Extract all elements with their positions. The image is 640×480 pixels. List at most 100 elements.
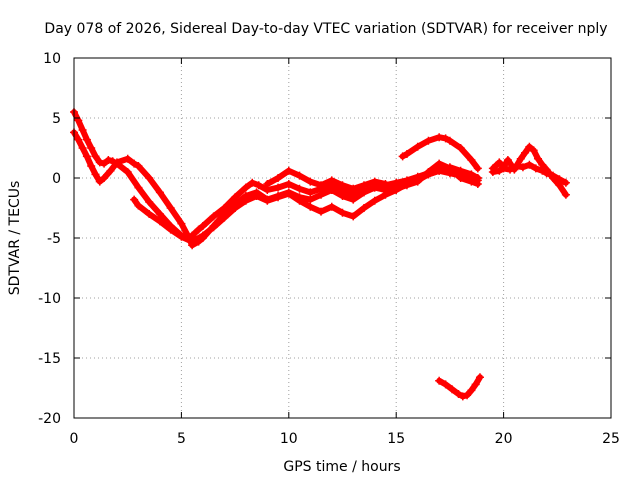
- data-point: [155, 210, 164, 218]
- data-point: [445, 164, 454, 173]
- data-point: [241, 183, 250, 192]
- data-point: [263, 180, 272, 188]
- data-point: [91, 170, 100, 179]
- data-point: [306, 202, 315, 211]
- data-point: [317, 181, 326, 190]
- data-point: [370, 196, 379, 205]
- data-point: [220, 213, 229, 222]
- data-point: [177, 232, 186, 241]
- data-point: [145, 210, 154, 218]
- data-point: [145, 174, 154, 182]
- data-point: [413, 177, 422, 186]
- data-point: [471, 380, 480, 389]
- data-point: [248, 178, 257, 187]
- data-point: [78, 144, 87, 152]
- data-point: [130, 195, 139, 204]
- data-point: [95, 177, 104, 186]
- data-point: [274, 174, 283, 182]
- y-tick-label: -20: [38, 411, 61, 427]
- data-point: [467, 177, 476, 186]
- data-point: [381, 190, 390, 199]
- y-tick-label: 0: [52, 171, 61, 187]
- data-point: [521, 148, 530, 157]
- data-point: [448, 385, 457, 394]
- data-point: [317, 190, 326, 199]
- x-tick-label: 25: [602, 431, 620, 447]
- data-point: [166, 204, 175, 212]
- data-point: [424, 168, 433, 176]
- series-track-h: [435, 373, 484, 401]
- data-point: [445, 136, 454, 145]
- data-point: [349, 195, 358, 204]
- x-tick-label: 0: [70, 431, 79, 447]
- data-point: [467, 386, 476, 395]
- data-point: [435, 376, 444, 385]
- data-point: [284, 180, 293, 188]
- data-point: [435, 166, 444, 175]
- chart-title: Day 078 of 2026, Sidereal Day-to-day VTE…: [44, 21, 607, 37]
- data-point: [252, 192, 261, 200]
- data-point: [463, 391, 472, 400]
- data-point: [529, 146, 538, 155]
- data-point: [349, 212, 358, 221]
- data-point: [359, 188, 368, 197]
- data-point: [516, 154, 525, 163]
- data-point: [359, 181, 368, 190]
- data-point: [349, 184, 358, 193]
- data-point: [495, 166, 504, 175]
- data-point: [475, 373, 484, 382]
- data-point: [506, 165, 515, 174]
- data-point: [441, 134, 450, 143]
- data-point: [456, 174, 465, 182]
- data-point: [130, 159, 139, 168]
- x-tick-labels: 0 5 10 15 20 25: [70, 431, 620, 447]
- data-point: [274, 193, 283, 202]
- data-point: [456, 166, 465, 175]
- data-point: [134, 183, 143, 192]
- data-point: [561, 190, 570, 199]
- data-point: [398, 152, 407, 161]
- series-track-d: [263, 159, 482, 193]
- data-point: [231, 204, 240, 212]
- data-point: [435, 159, 444, 168]
- data-point: [359, 204, 368, 212]
- data-point: [295, 171, 304, 180]
- data-point: [402, 181, 411, 190]
- data-point: [338, 181, 347, 190]
- data-point: [327, 186, 336, 194]
- data-point: [123, 154, 132, 163]
- data-point: [100, 159, 109, 168]
- data-point: [454, 390, 463, 398]
- data-point: [531, 164, 540, 173]
- data-point: [263, 196, 272, 205]
- data-point: [155, 188, 164, 197]
- data-point: [458, 392, 467, 401]
- data-point: [166, 225, 175, 234]
- data-point: [456, 144, 465, 152]
- data-point: [538, 166, 547, 175]
- data-point: [188, 237, 197, 246]
- data-point: [87, 162, 96, 170]
- y-tick-label: -10: [38, 291, 61, 307]
- data-point: [533, 154, 542, 163]
- y-tick-label: -5: [47, 231, 61, 247]
- y-tick-labels: -20 -15 -10 -5 0 5 10: [38, 51, 61, 427]
- data-point: [87, 144, 96, 152]
- data-point: [209, 223, 218, 232]
- data-point: [91, 152, 100, 161]
- data-point: [441, 380, 450, 389]
- data-point: [231, 193, 240, 202]
- data-point: [254, 181, 263, 190]
- data-point: [177, 219, 186, 228]
- data-point: [306, 188, 315, 197]
- data-point: [194, 225, 203, 234]
- data-point: [473, 164, 482, 173]
- data-point: [542, 169, 551, 178]
- data-point: [424, 136, 433, 145]
- data-point: [295, 196, 304, 205]
- data-point: [95, 158, 104, 167]
- y-tick-label: -15: [38, 351, 61, 367]
- data-point: [78, 126, 87, 134]
- data-point: [512, 162, 521, 170]
- x-tick-label: 20: [495, 431, 513, 447]
